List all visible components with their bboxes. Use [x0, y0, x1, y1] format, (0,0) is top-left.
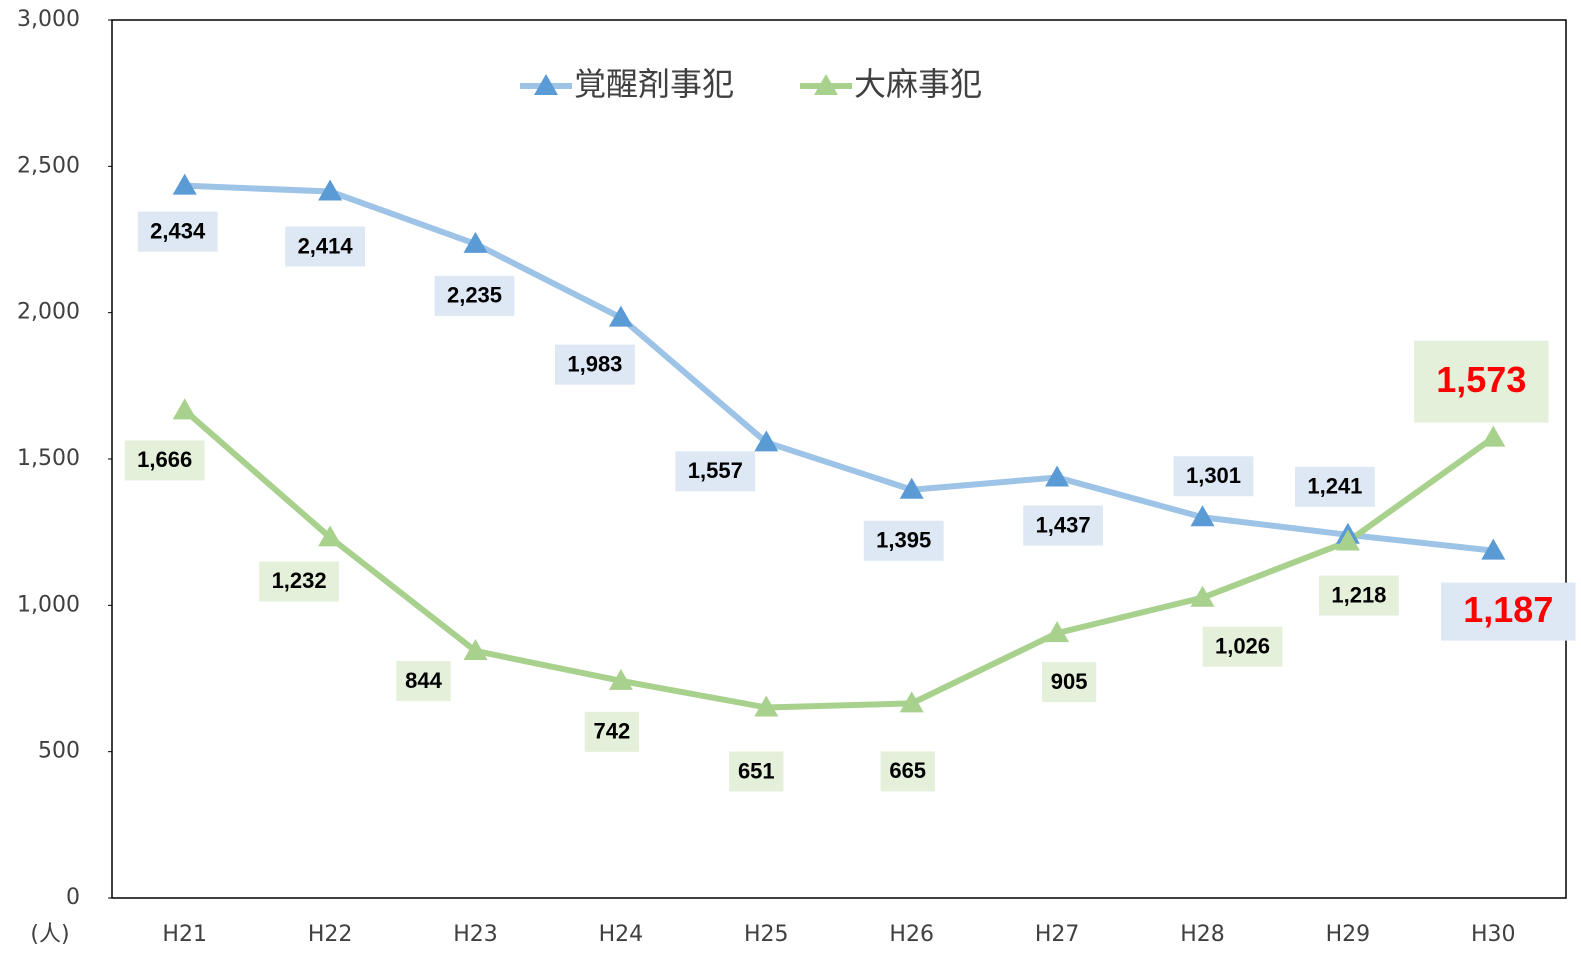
marker — [172, 173, 197, 195]
y-tick-label: 1,000 — [17, 592, 80, 617]
marker — [318, 525, 343, 547]
legend-marker — [814, 74, 838, 95]
value-label: 1,187 — [1463, 589, 1553, 630]
value-label: 1,218 — [1331, 582, 1386, 607]
value-label-box — [1041, 662, 1097, 703]
y-tick-label: 2,500 — [17, 153, 80, 178]
y-tick-label: 1,500 — [17, 446, 80, 471]
marker — [1190, 505, 1215, 527]
value-label-box — [1414, 340, 1549, 423]
plot-frame — [111, 19, 1567, 899]
value-label-box — [1202, 626, 1283, 667]
value-label: 1,437 — [1036, 512, 1091, 537]
x-tick-label: H26 — [889, 922, 934, 947]
marker — [318, 179, 343, 201]
value-label-box — [137, 211, 218, 252]
value-label-box — [124, 440, 205, 481]
marker — [754, 695, 779, 717]
value-label-box — [675, 451, 756, 492]
value-label: 844 — [405, 668, 442, 693]
value-label-box — [259, 561, 339, 602]
value-label: 651 — [738, 758, 775, 783]
value-label: 1,395 — [876, 528, 931, 553]
x-tick-label: H25 — [744, 922, 789, 947]
value-label-box — [434, 275, 515, 316]
x-tick-label: H30 — [1471, 922, 1516, 947]
marker — [899, 691, 924, 713]
value-label-box — [584, 711, 640, 752]
value-label: 2,235 — [447, 283, 502, 308]
legend-label: 大麻事犯 — [854, 65, 982, 103]
value-label: 742 — [594, 719, 631, 744]
marker — [1481, 425, 1506, 447]
value-label-box — [1173, 456, 1254, 497]
marker — [172, 398, 197, 420]
x-tick-label: H27 — [1035, 922, 1080, 947]
marker — [754, 430, 779, 452]
marker — [608, 668, 633, 690]
legend-marker — [534, 74, 558, 95]
x-tick-label: H29 — [1326, 922, 1371, 947]
marker — [463, 231, 488, 253]
value-label: 1,573 — [1436, 359, 1526, 400]
marker — [608, 305, 633, 327]
x-tick-label: H24 — [599, 922, 644, 947]
x-tick-label: H23 — [453, 922, 498, 947]
series-line — [184, 182, 1494, 554]
x-tick-label: H21 — [162, 922, 207, 947]
y-tick-label: 0 — [66, 885, 80, 910]
marker — [1045, 621, 1070, 643]
value-label: 2,414 — [298, 233, 354, 258]
value-label: 1,666 — [137, 447, 192, 472]
value-label-box — [729, 751, 784, 792]
value-label: 1,241 — [1307, 474, 1362, 499]
value-label: 905 — [1051, 669, 1088, 694]
y-tick-label: 2,000 — [17, 300, 80, 325]
value-label-box — [396, 660, 451, 701]
value-label-box — [863, 520, 944, 561]
value-label: 1,026 — [1215, 634, 1270, 659]
value-label: 1,983 — [567, 351, 622, 376]
value-label: 2,434 — [150, 218, 206, 243]
value-label: 1,232 — [272, 568, 327, 593]
marker — [1481, 538, 1506, 560]
marker — [1190, 585, 1215, 607]
value-label-box — [1319, 575, 1399, 616]
value-label-box — [285, 226, 365, 267]
y-tick-label: 500 — [38, 739, 80, 764]
unit-label: (人) — [30, 922, 69, 947]
value-label-box — [1441, 582, 1576, 641]
x-tick-label: H22 — [308, 922, 353, 947]
value-label-box — [880, 751, 935, 792]
legend-label: 覚醒剤事犯 — [574, 65, 734, 103]
value-label-box — [555, 344, 635, 385]
x-tick-label: H28 — [1180, 922, 1225, 947]
marker — [899, 477, 924, 499]
value-label-box — [1023, 505, 1103, 546]
marker — [1045, 465, 1070, 487]
y-tick-label: 3,000 — [17, 7, 80, 32]
value-label: 1,557 — [688, 458, 743, 483]
value-label: 1,301 — [1186, 463, 1241, 488]
marker — [463, 638, 488, 660]
series-line — [182, 408, 1496, 711]
value-label: 665 — [889, 758, 926, 783]
value-label-box — [1295, 466, 1375, 507]
marker — [1335, 529, 1360, 551]
